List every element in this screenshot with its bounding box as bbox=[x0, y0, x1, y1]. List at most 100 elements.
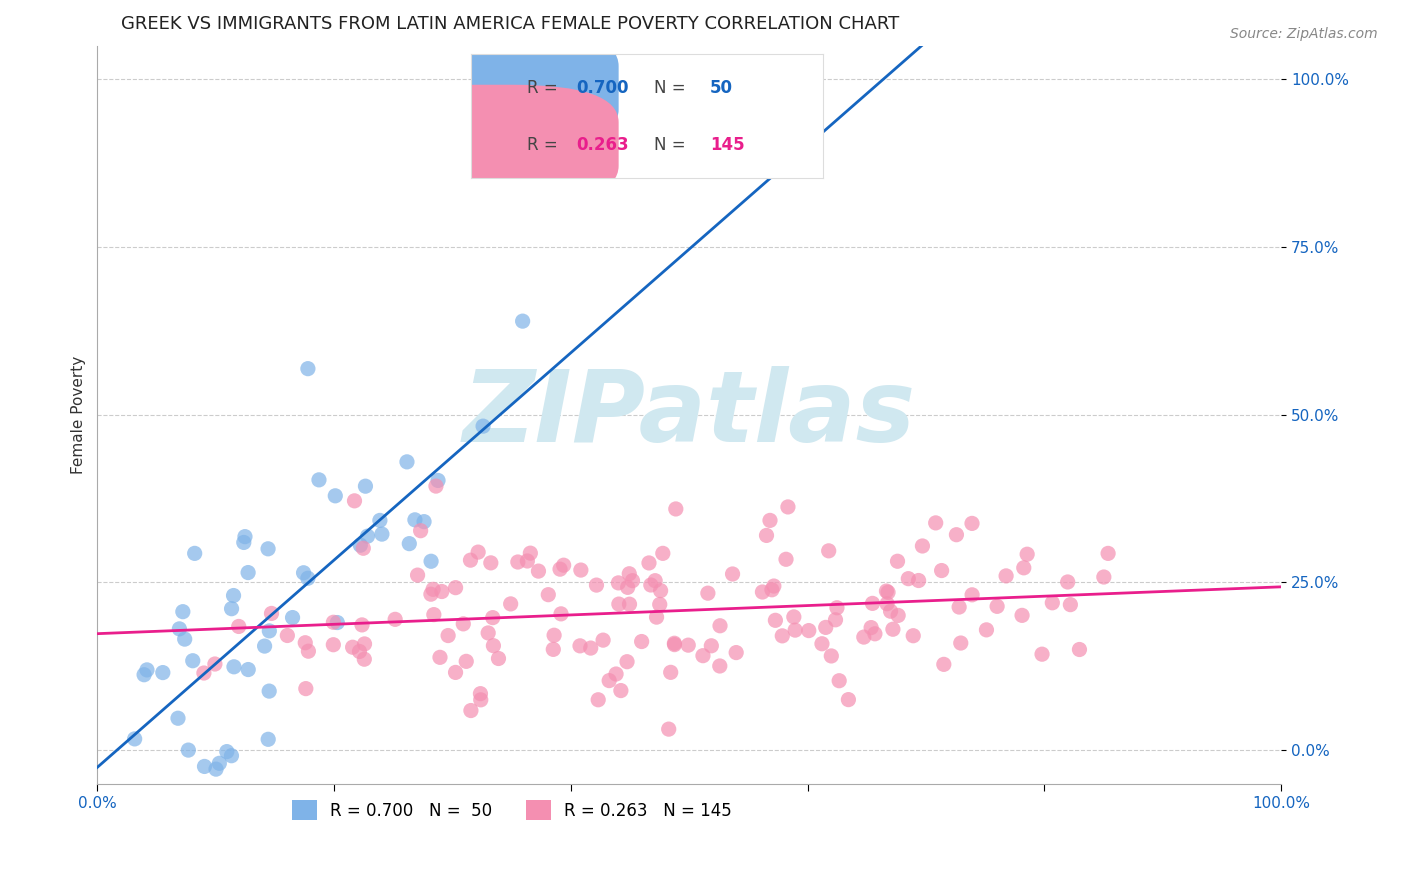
Point bbox=[430, 584, 453, 599]
Point bbox=[516, 554, 538, 568]
Point bbox=[605, 667, 627, 681]
Point bbox=[903, 629, 925, 643]
Point bbox=[479, 556, 502, 570]
Text: N =: N = bbox=[654, 136, 690, 153]
Point bbox=[169, 622, 191, 636]
Point bbox=[343, 493, 366, 508]
Point bbox=[419, 587, 441, 601]
Point bbox=[323, 489, 346, 503]
Point bbox=[860, 621, 883, 635]
Point bbox=[931, 564, 953, 578]
Point bbox=[692, 648, 714, 663]
Point bbox=[395, 455, 418, 469]
Point bbox=[181, 654, 204, 668]
Point bbox=[550, 607, 572, 621]
Point bbox=[354, 479, 377, 493]
Point bbox=[228, 619, 250, 633]
Point bbox=[183, 546, 205, 560]
Point bbox=[371, 527, 394, 541]
Point bbox=[700, 639, 723, 653]
Point bbox=[820, 648, 842, 663]
Point bbox=[664, 638, 686, 652]
Point bbox=[193, 759, 215, 773]
Point bbox=[356, 529, 378, 543]
FancyBboxPatch shape bbox=[373, 29, 619, 147]
Point bbox=[548, 562, 571, 576]
Point bbox=[453, 616, 475, 631]
Point bbox=[384, 612, 406, 626]
Point bbox=[208, 756, 231, 771]
Point bbox=[811, 637, 834, 651]
Point bbox=[586, 692, 609, 706]
Point bbox=[136, 663, 159, 677]
Point bbox=[648, 598, 671, 612]
Point bbox=[238, 663, 260, 677]
Point bbox=[308, 473, 330, 487]
Point bbox=[569, 639, 592, 653]
Point bbox=[797, 624, 820, 638]
Point bbox=[664, 636, 686, 650]
Point bbox=[932, 657, 955, 672]
Point bbox=[322, 615, 344, 630]
Point bbox=[645, 610, 668, 624]
Point bbox=[1056, 574, 1078, 589]
Point bbox=[444, 581, 467, 595]
Point bbox=[607, 575, 630, 590]
Point bbox=[651, 546, 673, 560]
Point bbox=[725, 646, 748, 660]
Text: 145: 145 bbox=[710, 136, 745, 153]
Point bbox=[352, 541, 374, 556]
Point bbox=[995, 569, 1018, 583]
Point bbox=[598, 673, 620, 688]
Point bbox=[658, 722, 681, 736]
Point bbox=[751, 585, 773, 599]
Point bbox=[482, 639, 505, 653]
Point bbox=[886, 554, 908, 568]
Point bbox=[537, 588, 560, 602]
Point bbox=[420, 554, 443, 568]
Text: 0.700: 0.700 bbox=[576, 79, 628, 97]
Point bbox=[761, 582, 783, 597]
Point bbox=[422, 582, 444, 597]
Point bbox=[755, 528, 778, 542]
Point bbox=[776, 500, 799, 514]
Point bbox=[349, 644, 371, 658]
Point bbox=[353, 652, 375, 666]
Text: ZIPatlas: ZIPatlas bbox=[463, 367, 915, 463]
Point bbox=[297, 571, 319, 585]
Point bbox=[709, 659, 731, 673]
Point bbox=[257, 732, 280, 747]
Point bbox=[193, 666, 215, 681]
Y-axis label: Female Poverty: Female Poverty bbox=[72, 356, 86, 474]
Point bbox=[986, 599, 1008, 614]
Point bbox=[368, 513, 391, 527]
Point bbox=[257, 684, 280, 698]
Point bbox=[543, 628, 565, 642]
Point bbox=[425, 479, 447, 493]
Point bbox=[616, 655, 638, 669]
Point bbox=[481, 610, 503, 624]
Point bbox=[659, 665, 682, 680]
Point bbox=[512, 314, 534, 328]
Point bbox=[472, 419, 495, 434]
Point bbox=[879, 604, 901, 618]
Point bbox=[676, 638, 699, 652]
Point bbox=[1059, 598, 1081, 612]
Point bbox=[297, 361, 319, 376]
Point bbox=[696, 586, 718, 600]
Point bbox=[579, 641, 602, 656]
Point bbox=[897, 572, 920, 586]
Point bbox=[205, 762, 228, 776]
Point bbox=[527, 564, 550, 578]
Point bbox=[1097, 546, 1119, 560]
Text: Source: ZipAtlas.com: Source: ZipAtlas.com bbox=[1230, 27, 1378, 41]
Point bbox=[349, 538, 371, 552]
Point bbox=[276, 628, 298, 642]
Point bbox=[949, 636, 972, 650]
Point bbox=[650, 583, 672, 598]
Point bbox=[907, 574, 929, 588]
Point bbox=[621, 574, 644, 588]
Point bbox=[762, 579, 785, 593]
Point bbox=[911, 539, 934, 553]
Point bbox=[132, 667, 155, 681]
